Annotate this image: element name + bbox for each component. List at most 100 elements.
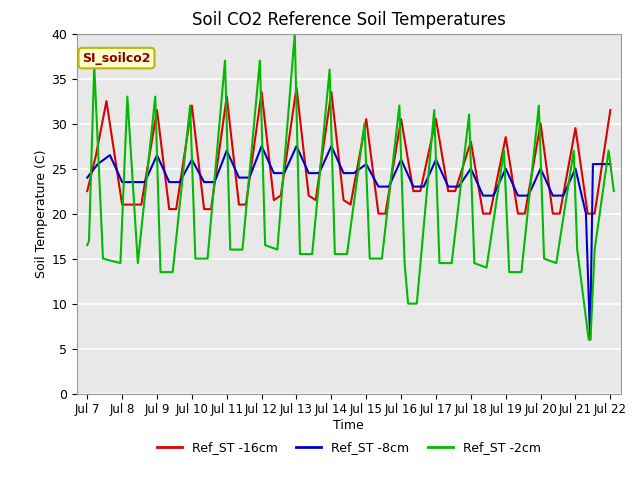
Ref_ST -16cm — [292, 84, 300, 90]
Ref_ST -2cm — [256, 58, 264, 63]
Ref_ST -8cm — [246, 175, 253, 180]
Line: Ref_ST -8cm: Ref_ST -8cm — [87, 146, 611, 339]
Ref_ST -16cm — [451, 188, 459, 194]
Ref_ST -8cm — [235, 175, 243, 180]
Ref_ST -16cm — [410, 188, 417, 194]
Ref_ST -8cm — [586, 336, 594, 342]
Ref_ST -8cm — [420, 184, 428, 190]
Ref_ST -16cm — [591, 211, 598, 216]
Ref_ST -16cm — [83, 188, 91, 194]
Ref_ST -2cm — [291, 31, 299, 36]
Title: Soil CO2 Reference Soil Temperatures: Soil CO2 Reference Soil Temperatures — [192, 11, 506, 29]
Ref_ST -16cm — [328, 89, 335, 95]
Ref_ST -8cm — [525, 192, 532, 199]
Ref_ST -16cm — [305, 192, 312, 199]
Ref_ST -8cm — [455, 184, 463, 190]
Ref_ST -8cm — [490, 192, 497, 199]
Y-axis label: Soil Temperature (C): Soil Temperature (C) — [35, 149, 49, 278]
Ref_ST -8cm — [270, 170, 278, 176]
Ref_ST -2cm — [585, 336, 593, 342]
Ref_ST -16cm — [444, 188, 452, 194]
Ref_ST -16cm — [258, 89, 266, 95]
Ref_ST -8cm — [374, 184, 382, 190]
Ref_ST -16cm — [381, 211, 389, 216]
Ref_ST -8cm — [176, 179, 184, 185]
Ref_ST -8cm — [607, 161, 614, 167]
Ref_ST -8cm — [141, 179, 148, 185]
Ref_ST -16cm — [397, 116, 405, 122]
Ref_ST -16cm — [607, 107, 614, 113]
Ref_ST -16cm — [467, 139, 475, 144]
Legend: Ref_ST -16cm, Ref_ST -8cm, Ref_ST -2cm: Ref_ST -16cm, Ref_ST -8cm, Ref_ST -2cm — [152, 436, 546, 459]
Ref_ST -16cm — [118, 202, 126, 207]
Ref_ST -2cm — [610, 188, 618, 194]
Ref_ST -16cm — [235, 202, 243, 207]
Ref_ST -16cm — [277, 192, 285, 199]
Ref_ST -8cm — [410, 184, 417, 190]
Ref_ST -8cm — [305, 170, 312, 176]
Ref_ST -8cm — [340, 170, 348, 176]
Ref_ST -16cm — [102, 98, 110, 104]
Ref_ST -8cm — [432, 156, 440, 162]
Ref_ST -16cm — [502, 134, 509, 140]
Ref_ST -16cm — [138, 202, 145, 207]
Ref_ST -16cm — [153, 107, 161, 113]
Ref_ST -8cm — [280, 170, 288, 176]
Ref_ST -8cm — [514, 192, 522, 199]
Ref_ST -8cm — [502, 166, 509, 171]
Ref_ST -8cm — [153, 152, 161, 158]
Text: SI_soilco2: SI_soilco2 — [82, 51, 151, 65]
Ref_ST -16cm — [521, 211, 529, 216]
Ref_ST -8cm — [582, 211, 590, 216]
Ref_ST -8cm — [444, 184, 452, 190]
Ref_ST -8cm — [211, 179, 218, 185]
Ref_ST -16cm — [92, 152, 100, 158]
Ref_ST -16cm — [572, 125, 579, 131]
Ref_ST -16cm — [207, 206, 215, 212]
Ref_ST -8cm — [559, 192, 567, 199]
Ref_ST -8cm — [165, 179, 173, 185]
Ref_ST -8cm — [118, 179, 126, 185]
Ref_ST -16cm — [172, 206, 180, 212]
X-axis label: Time: Time — [333, 419, 364, 432]
Ref_ST -16cm — [432, 116, 440, 122]
Ref_ST -8cm — [292, 143, 300, 149]
Ref_ST -2cm — [605, 148, 612, 154]
Ref_ST -16cm — [270, 197, 278, 203]
Ref_ST -8cm — [467, 166, 475, 171]
Ref_ST -16cm — [200, 206, 208, 212]
Ref_ST -8cm — [549, 192, 557, 199]
Ref_ST -8cm — [200, 179, 208, 185]
Ref_ST -16cm — [556, 211, 564, 216]
Ref_ST -2cm — [191, 256, 199, 262]
Ref_ST -16cm — [374, 211, 382, 216]
Ref_ST -8cm — [362, 161, 370, 167]
Ref_ST -16cm — [584, 211, 591, 216]
Ref_ST -8cm — [223, 148, 230, 154]
Ref_ST -8cm — [188, 156, 196, 162]
Ref_ST -8cm — [131, 179, 138, 185]
Ref_ST -16cm — [242, 202, 250, 207]
Ref_ST -16cm — [347, 202, 355, 207]
Ref_ST -8cm — [385, 184, 393, 190]
Ref_ST -16cm — [165, 206, 173, 212]
Ref_ST -16cm — [188, 103, 196, 108]
Ref_ST -16cm — [131, 202, 138, 207]
Ref_ST -16cm — [549, 211, 557, 216]
Ref_ST -8cm — [83, 175, 91, 180]
Ref_ST -2cm — [483, 264, 490, 270]
Ref_ST -8cm — [328, 143, 335, 149]
Line: Ref_ST -16cm: Ref_ST -16cm — [87, 87, 611, 214]
Ref_ST -8cm — [106, 152, 114, 158]
Ref_ST -16cm — [514, 211, 522, 216]
Ref_ST -16cm — [340, 197, 348, 203]
Ref_ST -8cm — [94, 161, 102, 167]
Ref_ST -2cm — [239, 247, 246, 252]
Ref_ST -8cm — [572, 166, 579, 171]
Ref_ST -16cm — [537, 120, 545, 126]
Ref_ST -16cm — [223, 94, 230, 99]
Ref_ST -8cm — [589, 161, 596, 167]
Ref_ST -8cm — [350, 170, 358, 176]
Ref_ST -2cm — [83, 242, 91, 248]
Ref_ST -16cm — [479, 211, 487, 216]
